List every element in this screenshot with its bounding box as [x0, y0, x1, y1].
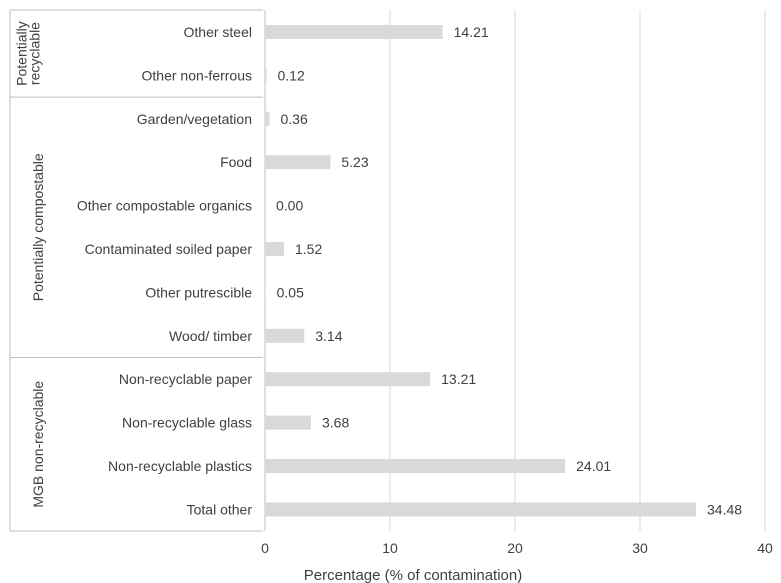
bar — [265, 328, 305, 343]
bar — [265, 242, 284, 256]
category-label: Non-recyclable glass — [122, 415, 252, 431]
x-tick-label: 10 — [382, 540, 398, 556]
bars — [265, 25, 696, 517]
value-label: 24.01 — [576, 458, 611, 474]
value-label: 3.68 — [322, 415, 349, 431]
value-label: 0.36 — [281, 111, 308, 127]
value-label: 0.00 — [276, 198, 303, 214]
x-tick-label: 0 — [261, 540, 269, 556]
value-label: 13.21 — [441, 371, 476, 387]
category-label: Other compostable organics — [77, 198, 252, 214]
category-label: Garden/vegetation — [137, 111, 252, 127]
group-label: MGB non-recyclable — [30, 381, 46, 508]
category-label: Contaminated soiled paper — [85, 241, 253, 257]
bar — [265, 459, 566, 473]
category-label: Other non-ferrous — [142, 67, 253, 83]
category-labels: Other steel Other non-ferrous Garden/veget… — [77, 24, 252, 517]
value-label: 34.48 — [707, 501, 742, 517]
category-label: Non-recyclable plastics — [108, 458, 252, 474]
x-tick-label: 40 — [757, 540, 773, 556]
group-label: Potentially — [14, 21, 30, 86]
category-label: Other steel — [184, 24, 252, 40]
group-label: recyclable — [27, 22, 43, 85]
bar — [265, 372, 431, 387]
bar — [265, 111, 270, 126]
category-label: Other putrescible — [145, 284, 252, 300]
gridlines — [264, 10, 766, 531]
bar — [265, 68, 267, 83]
value-label: 0.05 — [277, 284, 304, 300]
bar — [265, 25, 443, 39]
value-label: 14.21 — [454, 24, 489, 40]
x-axis-ticks: 0 10 20 30 40 — [261, 540, 773, 556]
bar — [265, 155, 331, 170]
bar — [265, 415, 311, 430]
category-label: Wood/ timber — [169, 328, 252, 344]
value-label: 1.52 — [295, 241, 322, 257]
x-tick-label: 30 — [632, 540, 648, 556]
group-label: Potentially compostable — [30, 153, 46, 301]
value-label: 3.14 — [315, 328, 342, 344]
bar — [265, 285, 266, 300]
value-label: 0.12 — [278, 67, 305, 83]
category-label: Total other — [187, 501, 253, 517]
category-label: Food — [220, 154, 252, 170]
category-label: Non-recyclable paper — [119, 371, 252, 387]
x-axis-title: Percentage (% of contamination) — [304, 567, 522, 583]
x-tick-label: 20 — [507, 540, 523, 556]
bar — [265, 502, 696, 517]
value-labels: 14.21 0.12 0.36 5.23 0.00 1.52 0.05 3.14 13.21 3.… — [276, 24, 742, 517]
value-label: 5.23 — [341, 154, 368, 170]
